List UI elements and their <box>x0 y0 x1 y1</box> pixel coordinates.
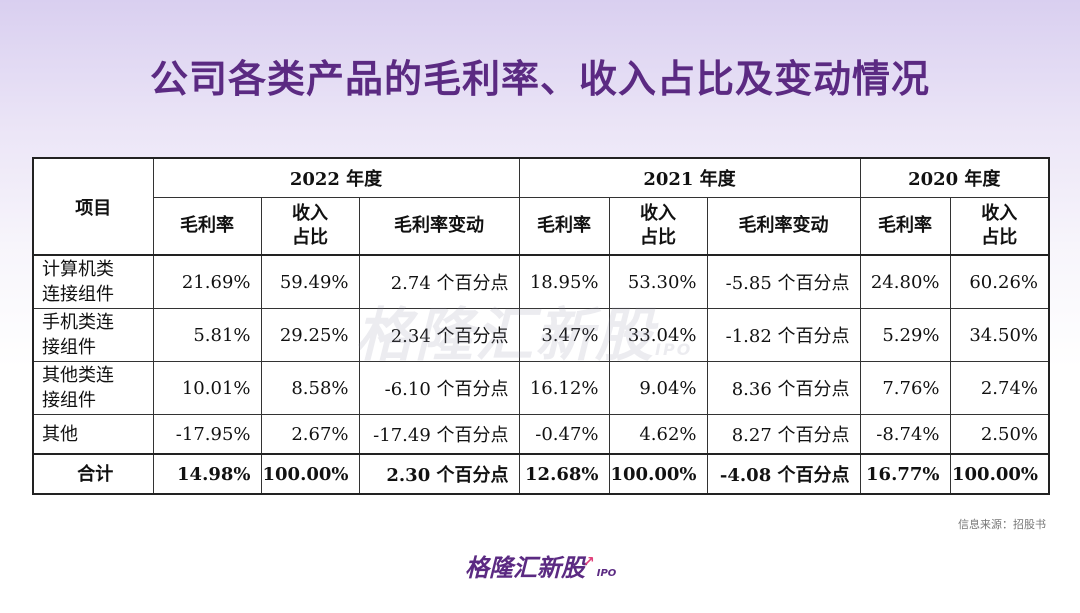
table-cell: 24.80% <box>859 254 951 309</box>
table-cell: 8.27 个百分点 <box>706 414 861 455</box>
source-note: 信息来源：招股书 <box>958 518 1046 531</box>
header-year-2022: 2022 年度 <box>152 157 520 198</box>
table-cell: 21.69% <box>152 254 262 309</box>
header-year-2021: 2021 年度 <box>518 157 861 198</box>
table-cell: 8.58% <box>260 361 360 415</box>
page-title: 公司各类产品的毛利率、收入占比及变动情况 <box>149 57 930 101</box>
table-cell: 100.00% <box>608 453 708 495</box>
row-label-line2: 接组件 <box>42 337 96 358</box>
header-revenue-share-line2: 占比 <box>981 227 1018 248</box>
table-cell: 100.00% <box>949 453 1050 495</box>
header-gross-margin-change: 毛利率变动 <box>706 197 861 256</box>
header-year-2020: 2020 年度 <box>859 157 1050 198</box>
table-cell: 5.81% <box>152 308 262 362</box>
header-revenue-share-line1: 收入 <box>981 203 1018 224</box>
table-row: 其他 -17.95% 2.67% -17.49 个百分点 -0.47% 4.62… <box>32 414 1050 455</box>
table-cell: -5.85 个百分点 <box>706 254 861 309</box>
table-cell: 18.95% <box>518 254 610 309</box>
table-cell: 3.47% <box>518 308 610 362</box>
table-cell: 16.12% <box>518 361 610 415</box>
header-revenue-share: 收入 占比 <box>949 197 1050 256</box>
table-row: 其他类连接组件 10.01% 8.58% -6.10 个百分点 16.12% 9… <box>32 361 1050 415</box>
margin-table-container: 项目 2022 年度 2021 年度 2020 年度 毛利率 收入占比 毛利率变… <box>32 157 1050 495</box>
header-revenue-share-line1: 收入 <box>640 203 676 224</box>
table-cell: 2.34 个百分点 <box>358 308 520 362</box>
row-label-line2: 接组件 <box>42 390 96 411</box>
table-cell: 2.74% <box>949 361 1050 415</box>
logo-text: 格隆汇新股 <box>465 554 585 582</box>
table-cell: 9.04% <box>608 361 708 415</box>
table-cell: 53.30% <box>608 254 708 309</box>
row-label: 手机类连 接组件 <box>32 308 154 362</box>
header-revenue-share-line2: 占比 <box>292 227 328 248</box>
margin-table: 项目 2022 年度 2021 年度 2020 年度 毛利率 收入占比 毛利率变… <box>32 157 1050 495</box>
table-row: 手机类连接组件 5.81% 29.25% 2.34 个百分点 3.47% 33.… <box>32 308 1050 362</box>
row-label: 计算机类 连接组件 <box>32 254 154 309</box>
table-cell: 14.98% <box>152 453 262 495</box>
header-revenue-share-line1: 收入 <box>292 203 328 224</box>
table-cell: -0.47% <box>518 414 610 455</box>
table-cell: 29.25% <box>260 308 360 362</box>
table-cell: -4.08 个百分点 <box>706 453 861 495</box>
header-gross-margin-change: 毛利率变动 <box>358 197 520 256</box>
header-revenue-share-line2: 占比 <box>640 227 676 248</box>
table-cell: 2.30 个百分点 <box>358 453 520 495</box>
table-cell: 100.00% <box>260 453 360 495</box>
logo-suffix: IPO <box>596 568 617 579</box>
table-cell: 4.62% <box>608 414 708 455</box>
row-label: 其他类连 接组件 <box>32 361 154 415</box>
table-cell: -6.10 个百分点 <box>358 361 520 415</box>
table-cell: -17.49 个百分点 <box>358 414 520 455</box>
row-label-line1: 计算机类 <box>42 259 114 280</box>
header-revenue-share: 收入 占比 <box>260 197 360 256</box>
row-label: 合计 <box>32 453 154 495</box>
table-cell: 16.77% <box>859 453 951 495</box>
table-cell: -1.82 个百分点 <box>706 308 861 362</box>
table-cell: 2.74 个百分点 <box>358 254 520 309</box>
table-cell: 59.49% <box>260 254 360 309</box>
total-row: 合计 14.98% 100.00% 2.30 个百分点 12.68% 100.0… <box>32 453 1050 495</box>
brand-logo: 格隆汇新股↗IPO <box>465 548 616 583</box>
table-cell: 34.50% <box>949 308 1050 362</box>
table-cell: -17.95% <box>152 414 262 455</box>
row-label-line2: 连接组件 <box>42 284 114 305</box>
table-cell: 60.26% <box>949 254 1050 309</box>
table-row: 计算机类 连接组件 21.69% 59.49% 2.74 个百分点 18.95% … <box>32 254 1050 309</box>
table-cell: 2.50% <box>949 414 1050 455</box>
table-cell: -8.74% <box>859 414 951 455</box>
header-gross-margin: 毛利率 <box>518 197 610 256</box>
table-cell: 12.68% <box>518 453 610 495</box>
table-cell: 7.76% <box>859 361 951 415</box>
header-item: 项目 <box>32 157 154 256</box>
table-cell: 33.04% <box>608 308 708 362</box>
header-revenue-share: 收入 占比 <box>608 197 708 256</box>
spark-icon: ↗ <box>583 554 595 570</box>
header-gross-margin: 毛利率 <box>859 197 951 256</box>
row-label-line1: 其他类连 <box>42 365 114 386</box>
table-cell: 2.67% <box>260 414 360 455</box>
row-label-line1: 手机类连 <box>42 312 114 333</box>
table-cell: 10.01% <box>152 361 262 415</box>
table-cell: 8.36 个百分点 <box>706 361 861 415</box>
row-label: 其他 <box>32 414 154 455</box>
table-cell: 5.29% <box>859 308 951 362</box>
header-gross-margin: 毛利率 <box>152 197 262 256</box>
